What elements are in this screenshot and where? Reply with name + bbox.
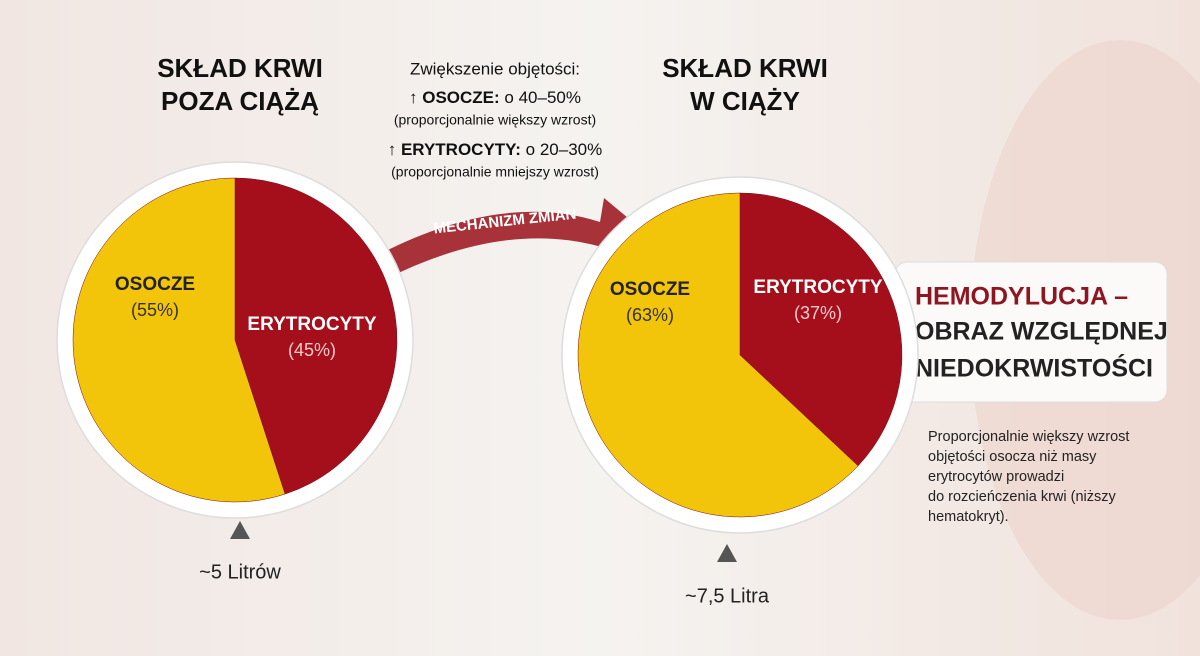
change-label: ↑ ERYTROCYTY: — [388, 140, 521, 159]
conclusion-text: erytrocytów prowadzi — [928, 469, 1064, 485]
slice-label: OSOCZE — [115, 274, 195, 295]
middle-text: Zwiększenie objętości: ↑ OSOCZE: o 40–50… — [388, 59, 602, 179]
chart-title: W CIĄŻY — [690, 86, 800, 116]
change-value: o 20–30% — [526, 140, 603, 159]
pie-slice — [739, 192, 903, 467]
pie-slice — [577, 192, 859, 518]
conclusion-text: do rozcieńczenia krwi (niższy — [928, 489, 1117, 505]
conclusion-text: Proporcjonalnie większy wzrost — [928, 429, 1129, 445]
pie-slice — [234, 177, 398, 495]
slice-label: ERYTROCYTY — [753, 277, 882, 298]
volume-label: ~5 Litrów — [199, 561, 281, 583]
conclusion-title: NIEDOKRWISTOŚCI — [915, 353, 1153, 383]
volume-label: ~7,5 Litra — [685, 585, 770, 607]
change-note: (proporcjonalnie mniejszy wzrost) — [391, 164, 599, 180]
slice-value-label: (63%) — [626, 305, 674, 325]
conclusion-text: objętości osocza niż masy — [928, 449, 1097, 465]
volume-marker — [717, 544, 737, 562]
slice-value-label: (45%) — [288, 340, 336, 360]
change-value: o 40–50% — [504, 88, 581, 107]
conclusion-text: hematokryt). — [928, 509, 1009, 525]
slice-value-label: (55%) — [131, 300, 179, 320]
volume-marker — [230, 521, 250, 539]
change-note: (proporcjonalnie większy wzrost) — [394, 112, 596, 128]
chart-title: SKŁAD KRWI — [157, 53, 323, 83]
change-label: ↑ OSOCZE: — [409, 88, 500, 107]
change-line: ↑ OSOCZE: o 40–50% — [409, 88, 581, 107]
conclusion-title: OBRAZ WZGLĘDNEJ — [915, 318, 1168, 346]
conclusion: HEMODYLUCJA – OBRAZ WZGLĘDNEJ NIEDOKRWIS… — [894, 261, 1168, 525]
slice-value-label: (37%) — [794, 303, 842, 323]
slice-label: ERYTROCYTY — [247, 314, 376, 335]
pie-slice — [72, 177, 286, 503]
chart-title: POZA CIĄŻĄ — [161, 86, 319, 116]
middle-heading: Zwiększenie objętości: — [410, 59, 580, 78]
chart-title: SKŁAD KRWI — [662, 53, 828, 83]
slice-label: OSOCZE — [610, 279, 690, 300]
conclusion-title: HEMODYLUCJA – — [915, 283, 1128, 311]
change-line: ↑ ERYTROCYTY: o 20–30% — [388, 140, 602, 159]
